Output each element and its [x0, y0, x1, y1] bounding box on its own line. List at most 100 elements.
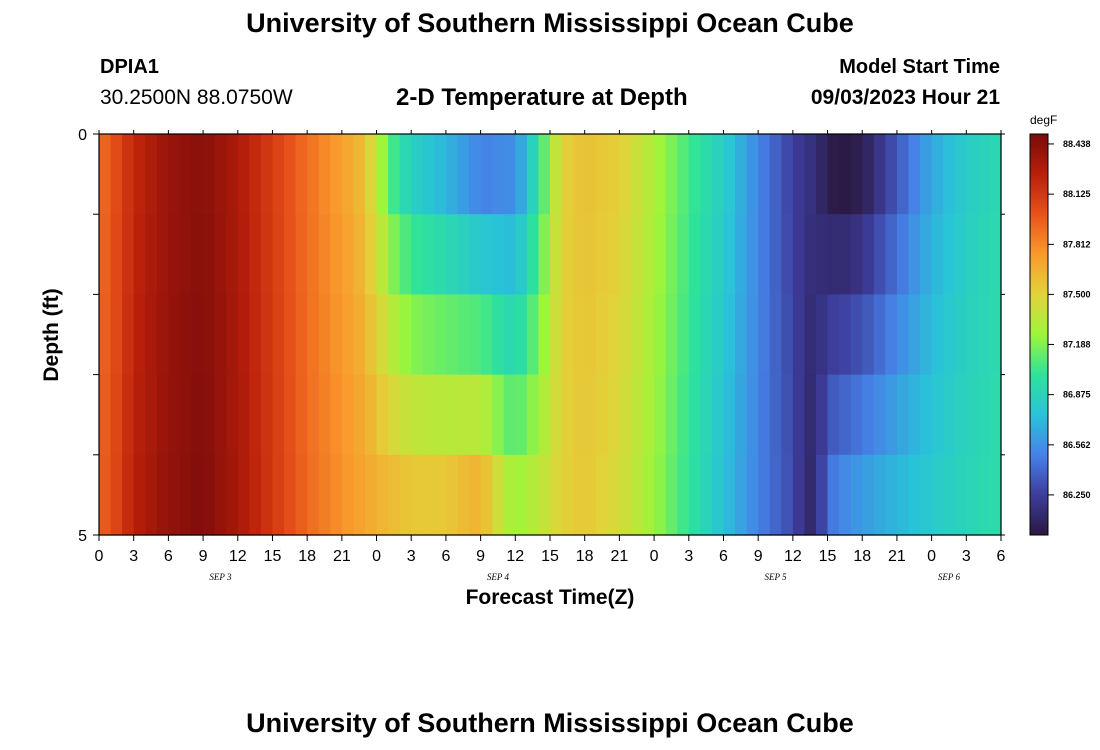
heatmap-cell [99, 294, 112, 376]
heatmap-cell [538, 294, 551, 376]
heatmap-cell [445, 134, 459, 215]
heatmap-cell [723, 294, 736, 376]
heatmap-cell [954, 454, 967, 536]
heatmap-cell [630, 134, 644, 215]
heatmap-cell [665, 374, 678, 456]
heatmap-cell [110, 294, 123, 376]
x-date-label: SEP 6 [938, 572, 961, 582]
heatmap-cell [203, 454, 216, 536]
heatmap-cell [977, 134, 991, 215]
model-start-value: 09/03/2023 Hour 21 [810, 86, 1000, 109]
heatmap-cell [399, 294, 412, 376]
heatmap-cell [573, 294, 586, 376]
heatmap-cell [850, 454, 863, 536]
heatmap-cell [145, 214, 158, 295]
heatmap-cell [318, 294, 331, 376]
heatmap-cell [815, 214, 829, 295]
heatmap-cell [203, 134, 216, 215]
y-tick-label: 0 [78, 127, 87, 144]
heatmap-cell [260, 294, 274, 376]
heatmap-cell [792, 134, 806, 215]
heatmap-cell [145, 374, 158, 456]
x-date-label: SEP 3 [209, 572, 232, 582]
heatmap-cell [422, 214, 435, 295]
heatmap-cell [445, 454, 459, 536]
heatmap-cell [364, 454, 378, 536]
heatmap-cell [330, 374, 343, 456]
heatmap-cell [226, 214, 239, 295]
heatmap-cell [573, 374, 586, 456]
heatmap-cell [237, 374, 250, 456]
heatmap-cell [688, 134, 701, 215]
heatmap-cell [642, 214, 655, 295]
x-tick-label: 21 [610, 548, 628, 565]
heatmap-cell [226, 134, 239, 215]
heatmap-cell [399, 134, 412, 215]
heatmap-cell [191, 454, 204, 536]
heatmap-cell [943, 454, 956, 536]
heatmap-cell [908, 214, 921, 295]
heatmap-cell [260, 454, 274, 536]
heatmap-cell [330, 214, 343, 295]
heatmap-cell [492, 134, 505, 215]
heatmap-cell [711, 454, 725, 536]
heatmap-cell [688, 294, 701, 376]
heatmap-cell [839, 374, 852, 456]
heatmap-cell [411, 214, 424, 295]
heatmap-cell [434, 454, 447, 536]
heatmap-cell [133, 294, 146, 376]
heatmap-cell [804, 294, 817, 376]
station-name: DPIA1 [100, 56, 159, 78]
heatmap-cell [110, 214, 123, 295]
heatmap-cell [538, 214, 551, 295]
colorbar-tick-label: 88.438 [1063, 139, 1091, 149]
heatmap-cell [769, 294, 782, 376]
heatmap-cell [550, 134, 563, 215]
heatmap-cell [145, 134, 158, 215]
heatmap-cell [885, 374, 898, 456]
heatmap-cell [561, 134, 574, 215]
heatmap-cell [839, 454, 852, 536]
colorbar-tick-label: 86.875 [1063, 390, 1091, 400]
heatmap-cell [792, 454, 806, 536]
heatmap-cell [677, 454, 690, 536]
heatmap-cell [122, 214, 135, 295]
heatmap-cell [203, 294, 216, 376]
page-title: University of Southern Mississippi Ocean… [246, 8, 854, 38]
heatmap-cell [862, 454, 875, 536]
heatmap-cell [607, 214, 620, 295]
heatmap-cell [503, 374, 516, 456]
heatmap-cell [920, 214, 933, 295]
heatmap-cell [989, 214, 1002, 295]
heatmap-cell [492, 374, 505, 456]
heatmap-cell [237, 454, 250, 536]
heatmap-cell [607, 134, 620, 215]
heatmap-cell [226, 374, 239, 456]
heatmap-cell [989, 294, 1002, 376]
heatmap-cell [122, 294, 135, 376]
heatmap-cell [827, 294, 840, 376]
heatmap-cell [168, 374, 181, 456]
heatmap-cell [781, 454, 794, 536]
heatmap-cell [538, 374, 551, 456]
heatmap-cell [318, 374, 331, 456]
heatmap-cell [550, 214, 563, 295]
heatmap-cell [630, 454, 644, 536]
heatmap-cell [168, 454, 181, 536]
heatmap-cell [642, 454, 655, 536]
chart-subtitle: 2-D Temperature at Depth [396, 84, 688, 111]
heatmap-cell [630, 294, 644, 376]
heatmap-cell [295, 374, 308, 456]
heatmap-cell [654, 134, 667, 215]
heatmap-cell [122, 454, 135, 536]
heatmap-cell [168, 134, 181, 215]
heatmap-cell [584, 134, 597, 215]
heatmap-cell [873, 134, 886, 215]
heatmap-cell [781, 134, 794, 215]
heatmap-cell [804, 454, 817, 536]
x-date-label: SEP 5 [764, 572, 787, 582]
heatmap-cell [839, 294, 852, 376]
heatmap-cell [538, 134, 551, 215]
heatmap-cell [989, 374, 1002, 456]
heatmap-cell [573, 454, 586, 536]
